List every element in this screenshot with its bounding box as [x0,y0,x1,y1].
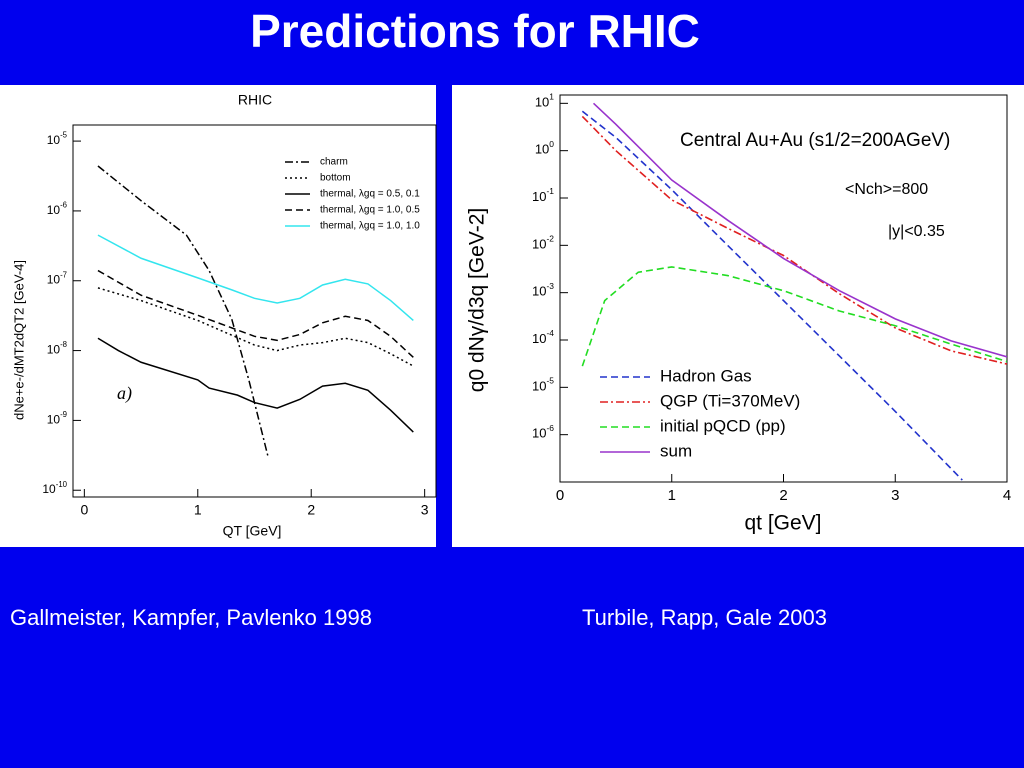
series-line [592,102,1007,358]
legend-label: thermal, λgq = 0.5, 0.1 [320,189,420,200]
legend-label: QGP (Ti=370MeV) [660,391,800,410]
x-tick-label: 3 [421,502,429,518]
y-tick-label: 10-8 [47,340,67,357]
y-tick-label: 10-4 [532,328,554,346]
legend-label: Hadron Gas [660,366,752,385]
left-panel [0,85,436,547]
slide-title: Predictions for RHIC [250,5,700,57]
series-line [97,269,414,358]
legend-label: charm [320,157,348,168]
x-tick-label: 1 [194,502,202,518]
y-tick-label: 10-6 [532,423,554,441]
legend-label: thermal, λgq = 1.0, 0.5 [320,205,420,216]
y-tick-label: 10-2 [532,234,554,252]
right-panel [452,85,1024,547]
y-axis-label: q0 dNγ/d3q [GeV-2] [466,208,489,392]
series-line [97,234,414,322]
series-line [97,165,269,458]
x-tick-label: 2 [307,502,315,518]
x-tick-label: 0 [80,502,88,518]
annotation: <Nch>=800 [845,181,928,198]
series-line [97,287,414,367]
x-tick-label: 2 [779,487,787,504]
y-tick-label: 10-5 [532,376,554,394]
caption: Gallmeister, Kampfer, Pavlenko 1998 [10,605,372,630]
y-tick-label: 10-9 [47,410,67,427]
x-tick-label: 3 [891,487,899,504]
y-tick-label: 101 [535,92,554,110]
legend-label: bottom [320,173,351,184]
legend-label: sum [660,441,692,460]
legend-label: thermal, λgq = 1.0, 1.0 [320,221,420,232]
y-tick-label: 10-10 [42,480,67,497]
y-axis-label: dNe+e-/dMT2dQT2 [GeV-4] [11,260,26,420]
y-tick-label: 10-6 [47,201,67,218]
series-line [581,266,1007,367]
x-tick-label: 0 [556,487,564,504]
legend-label: initial pQCD (pp) [660,416,786,435]
annotation: |y|<0.35 [888,223,945,240]
chart-title: RHIC [238,92,272,108]
plot-frame [72,124,437,498]
caption: Turbile, Rapp, Gale 2003 [582,605,827,630]
y-tick-label: 10-5 [47,131,68,148]
annotation: a) [117,383,132,404]
annotation: Central Au+Au (s1/2=200AGeV) [680,130,950,151]
x-axis-label: qt [GeV] [744,512,821,535]
y-tick-label: 10-7 [47,270,67,287]
x-tick-label: 4 [1003,487,1011,504]
x-tick-label: 1 [668,487,676,504]
x-axis-label: QT [GeV] [223,523,282,539]
series-line [97,337,414,433]
y-tick-label: 100 [535,139,554,157]
y-tick-label: 10-1 [532,186,554,204]
y-tick-label: 10-3 [532,281,554,299]
series-line [581,115,1007,365]
series-line [581,110,963,481]
